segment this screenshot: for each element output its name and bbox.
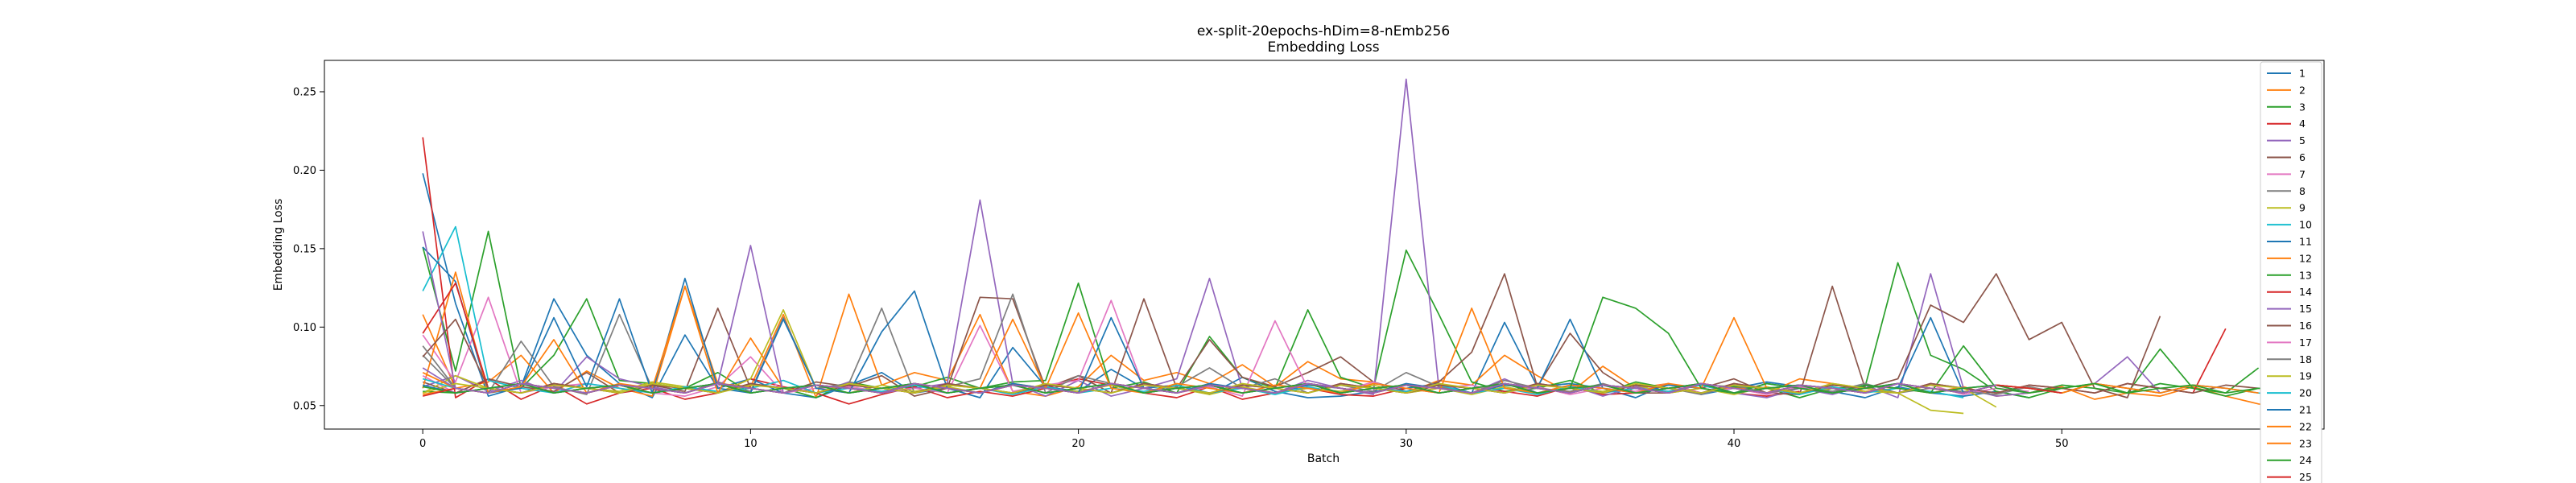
legend-label-7: 7 bbox=[2299, 168, 2306, 180]
legend-label-14: 14 bbox=[2299, 286, 2312, 298]
legend-label-10: 10 bbox=[2299, 219, 2312, 231]
x-tick-label: 20 bbox=[1071, 438, 1085, 450]
series-lines bbox=[422, 78, 2292, 415]
y-tick-label: 0.05 bbox=[293, 400, 316, 412]
legend-label-4: 4 bbox=[2299, 118, 2306, 130]
legend-label-16: 16 bbox=[2299, 320, 2312, 332]
legend-label-25: 25 bbox=[2299, 471, 2312, 483]
legend-label-23: 23 bbox=[2299, 437, 2312, 449]
series-line-6 bbox=[422, 273, 2161, 398]
y-tick-label: 0.15 bbox=[293, 243, 316, 255]
legend-label-17: 17 bbox=[2299, 336, 2312, 349]
legend-frame bbox=[2260, 61, 2322, 483]
series-line-7 bbox=[422, 296, 2029, 397]
legend-label-11: 11 bbox=[2299, 236, 2312, 248]
legend-label-19: 19 bbox=[2299, 370, 2312, 382]
legend-label-12: 12 bbox=[2299, 252, 2312, 264]
y-tick-label: 0.20 bbox=[293, 165, 316, 177]
x-axis-label: Batch bbox=[1307, 452, 1340, 465]
y-axis-label: Embedding Loss bbox=[272, 199, 285, 291]
legend-label-24: 24 bbox=[2299, 454, 2312, 466]
series-line-12 bbox=[422, 271, 1898, 394]
chart-subtitle: Embedding Loss bbox=[1267, 39, 1379, 56]
legend-label-9: 9 bbox=[2299, 202, 2306, 214]
legend-label-21: 21 bbox=[2299, 404, 2312, 416]
legend-label-5: 5 bbox=[2299, 134, 2306, 147]
x-tick-label: 30 bbox=[1400, 438, 1414, 450]
legend-label-6: 6 bbox=[2299, 151, 2306, 163]
legend-label-3: 3 bbox=[2299, 101, 2306, 113]
legend-label-20: 20 bbox=[2299, 387, 2312, 399]
series-line-26 bbox=[422, 367, 1996, 394]
x-tick-label: 10 bbox=[744, 438, 758, 450]
legend-label-2: 2 bbox=[2299, 84, 2306, 96]
legend-label-15: 15 bbox=[2299, 303, 2312, 315]
legend-label-22: 22 bbox=[2299, 420, 2312, 432]
x-axis-ticks: 0 10 20 30 40 50 bbox=[419, 429, 2069, 450]
legend: 1234567891011121314151617181920212223242… bbox=[2260, 61, 2322, 483]
y-tick-label: 0.10 bbox=[293, 322, 316, 334]
y-axis-ticks: 0.05 0.10 0.15 0.20 0.25 bbox=[293, 86, 324, 412]
y-tick-label: 0.25 bbox=[293, 86, 316, 98]
x-tick-label: 0 bbox=[419, 438, 426, 450]
legend-label-13: 13 bbox=[2299, 269, 2312, 281]
x-tick-label: 50 bbox=[2055, 438, 2069, 450]
plot-area-frame bbox=[324, 60, 2325, 430]
legend-label-8: 8 bbox=[2299, 185, 2306, 197]
legend-label-18: 18 bbox=[2299, 353, 2312, 365]
series-line-3 bbox=[422, 230, 2292, 398]
x-tick-label: 40 bbox=[1728, 438, 1741, 450]
legend-label-1: 1 bbox=[2299, 68, 2306, 80]
chart-title: ex-split-20epochs-hDim=8-nEmb256 bbox=[1197, 23, 1450, 39]
